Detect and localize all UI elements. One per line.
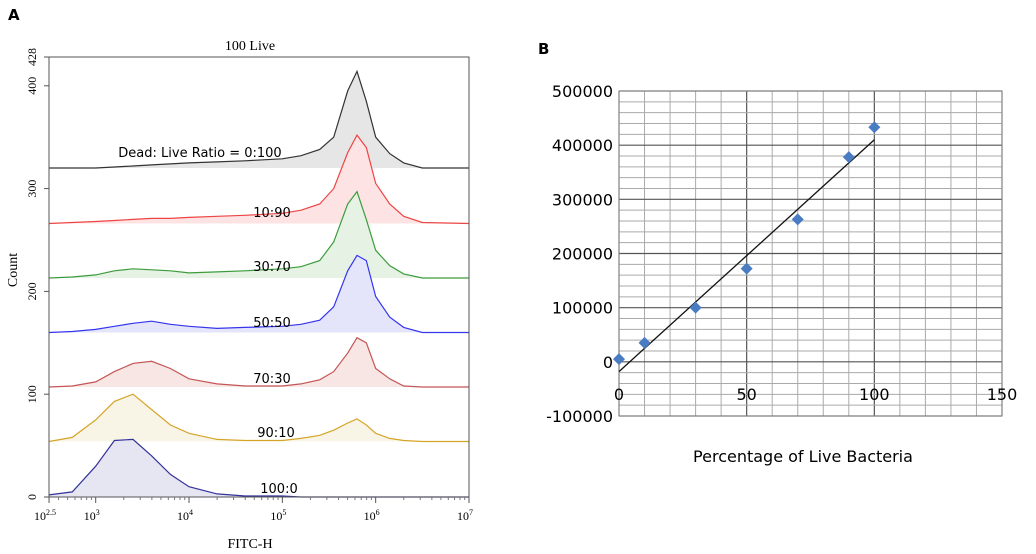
- series-label: 10:90: [253, 206, 290, 221]
- y-tick-label: 300: [25, 180, 39, 198]
- histogram-fill: [49, 255, 469, 333]
- x-tick-label: 104: [177, 508, 193, 523]
- histogram-line: [48, 133, 470, 225]
- y-tick-label: 0: [25, 494, 39, 500]
- panel-label-b: B: [538, 40, 549, 58]
- x-tick-label: 100: [859, 385, 890, 404]
- panel-label-a: A: [8, 6, 20, 24]
- series-label: 100:0: [260, 482, 297, 497]
- y-tick-label: 400000: [552, 136, 613, 155]
- x-axis-label: Percentage of Live Bacteria: [693, 447, 913, 466]
- y-tick-label: 300000: [552, 190, 613, 209]
- y-tick-label: 200000: [552, 245, 613, 264]
- series-label: 70:30: [253, 372, 290, 387]
- x-tick-label: 150: [987, 385, 1018, 404]
- histogram-line: [48, 190, 469, 279]
- data-point: [613, 353, 625, 366]
- y-tick-label: 100000: [552, 299, 613, 318]
- histogram-fill: [49, 439, 469, 497]
- x-axis-label: FITC-H: [227, 537, 272, 552]
- plot-frame: [618, 90, 1003, 417]
- x-tick-label: 103: [84, 508, 100, 523]
- histogram-fill: [49, 394, 469, 442]
- y-axis-label: Count: [6, 253, 21, 287]
- histogram-fill: [49, 135, 469, 224]
- data-point: [740, 262, 753, 275]
- data-point: [689, 301, 702, 314]
- plot-frame: [48, 56, 470, 498]
- y-tick-label: -100000: [546, 407, 613, 426]
- y-tick-label: 400: [25, 77, 39, 95]
- data-point: [842, 151, 855, 164]
- y-tick-label: 200: [25, 282, 39, 300]
- histogram-line: [48, 254, 469, 334]
- x-tick-label: 102.5: [34, 508, 56, 523]
- histogram-line: [48, 336, 469, 388]
- histogram-line: [49, 69, 469, 169]
- data-point: [868, 121, 881, 134]
- series-label: Dead: Live Ratio = 0:100: [118, 146, 281, 161]
- histogram-fill: [49, 337, 469, 387]
- x-tick-label: 106: [364, 508, 380, 523]
- y-tick-label: 428: [25, 48, 39, 66]
- trendline: [618, 139, 875, 373]
- chart-title: 100 Live: [225, 39, 275, 54]
- y-tick-label: 100: [25, 385, 39, 403]
- series-label: 30:70: [253, 260, 290, 275]
- y-tick-label: 500000: [552, 82, 613, 101]
- x-tick-label: 107: [457, 508, 473, 523]
- x-tick-label: 105: [270, 508, 286, 523]
- series-label: 50:50: [253, 316, 290, 331]
- x-tick-label: 0: [614, 385, 624, 404]
- data-point: [791, 213, 804, 226]
- histogram-line: [48, 393, 469, 443]
- panel-a: A 100 Live Dead: Live Ratio = 0:100 10:90 30…: [6, 6, 473, 552]
- series-label: 90:10: [257, 426, 294, 441]
- data-point: [638, 336, 651, 349]
- x-tick-label: 50: [736, 385, 756, 404]
- panel-b: B5000004000003000002000001000000-1000000…: [538, 40, 1017, 466]
- y-tick-label: 0: [603, 353, 613, 372]
